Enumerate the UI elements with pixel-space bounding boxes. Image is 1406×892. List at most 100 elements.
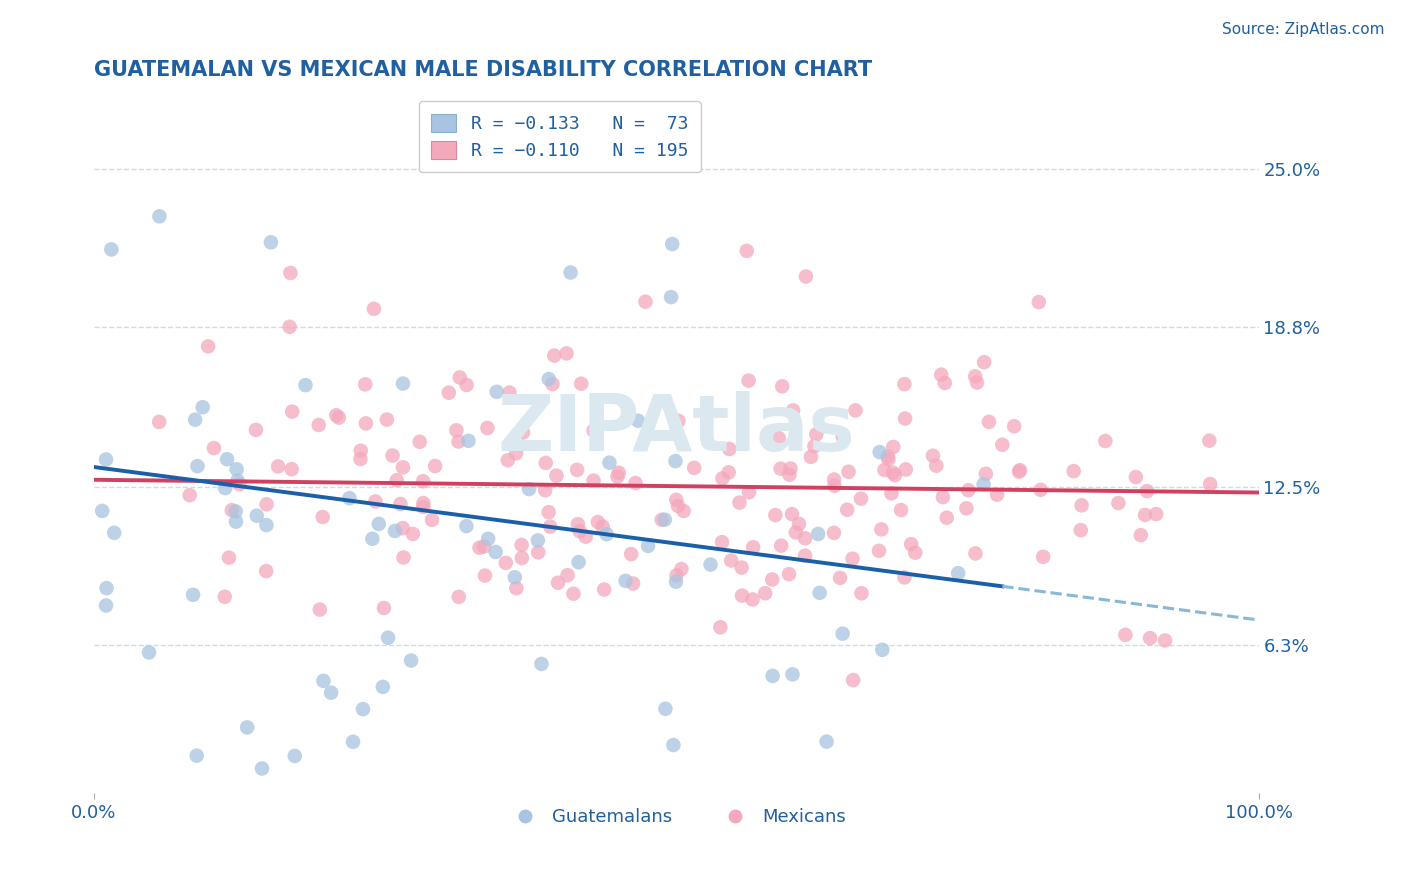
Point — [844, 403, 866, 417]
Point — [385, 473, 408, 487]
Point — [312, 673, 335, 688]
Point — [842, 673, 865, 687]
Point — [965, 546, 987, 560]
Point — [371, 680, 394, 694]
Point — [661, 237, 683, 252]
Point — [308, 602, 330, 616]
Point — [96, 581, 118, 595]
Point — [808, 586, 831, 600]
Point — [761, 573, 783, 587]
Point — [831, 626, 853, 640]
Point — [654, 702, 676, 716]
Point — [582, 424, 605, 438]
Point — [225, 462, 247, 476]
Point — [991, 438, 1014, 452]
Point — [1029, 483, 1052, 497]
Point — [384, 524, 406, 538]
Point — [741, 592, 763, 607]
Point — [392, 460, 415, 475]
Point — [973, 477, 995, 491]
Point — [754, 586, 776, 600]
Point — [474, 568, 496, 582]
Point — [929, 368, 952, 382]
Point — [352, 702, 374, 716]
Point — [868, 543, 890, 558]
Point — [806, 427, 828, 442]
Point — [512, 425, 534, 440]
Point — [534, 483, 557, 498]
Point — [349, 452, 371, 467]
Point — [364, 494, 387, 508]
Point — [683, 460, 706, 475]
Point — [1002, 419, 1025, 434]
Point — [148, 210, 170, 224]
Point — [800, 450, 823, 464]
Point — [517, 482, 540, 496]
Point — [308, 417, 330, 432]
Point — [932, 490, 955, 504]
Point — [412, 500, 434, 514]
Point — [823, 479, 845, 493]
Point — [957, 483, 980, 498]
Point — [541, 377, 564, 392]
Point — [662, 738, 685, 752]
Point — [738, 485, 761, 500]
Point — [267, 459, 290, 474]
Point — [769, 461, 792, 475]
Point — [565, 463, 588, 477]
Point — [354, 377, 377, 392]
Point — [377, 631, 399, 645]
Point — [770, 539, 793, 553]
Point — [498, 385, 520, 400]
Point — [785, 525, 807, 540]
Point — [381, 449, 404, 463]
Point — [1114, 628, 1136, 642]
Point — [654, 513, 676, 527]
Point — [659, 290, 682, 304]
Point — [437, 385, 460, 400]
Point — [877, 450, 900, 464]
Point — [1139, 631, 1161, 645]
Point — [197, 339, 219, 353]
Point — [770, 379, 793, 393]
Point — [782, 403, 804, 417]
Point — [527, 545, 550, 559]
Point — [1154, 633, 1177, 648]
Point — [966, 376, 988, 390]
Point — [485, 384, 508, 399]
Point — [869, 445, 891, 459]
Point — [666, 499, 689, 513]
Point — [186, 459, 208, 474]
Point — [342, 735, 364, 749]
Point — [598, 456, 620, 470]
Point — [768, 431, 790, 445]
Point — [447, 590, 470, 604]
Point — [568, 555, 591, 569]
Point — [281, 404, 304, 418]
Point — [280, 462, 302, 476]
Point — [217, 452, 239, 467]
Point — [363, 301, 385, 316]
Point — [778, 567, 800, 582]
Point — [503, 570, 526, 584]
Point — [256, 497, 278, 511]
Point — [391, 521, 413, 535]
Point — [807, 527, 830, 541]
Point — [973, 355, 995, 369]
Point — [254, 518, 277, 533]
Point — [375, 412, 398, 426]
Point — [569, 376, 592, 391]
Point — [246, 508, 269, 523]
Point — [408, 434, 430, 449]
Point — [1094, 434, 1116, 448]
Point — [560, 266, 582, 280]
Point — [575, 530, 598, 544]
Point — [882, 440, 904, 454]
Point — [225, 504, 247, 518]
Point — [977, 415, 1000, 429]
Point — [794, 531, 817, 545]
Point — [672, 504, 695, 518]
Point — [354, 417, 377, 431]
Point — [893, 570, 915, 584]
Point — [339, 491, 361, 505]
